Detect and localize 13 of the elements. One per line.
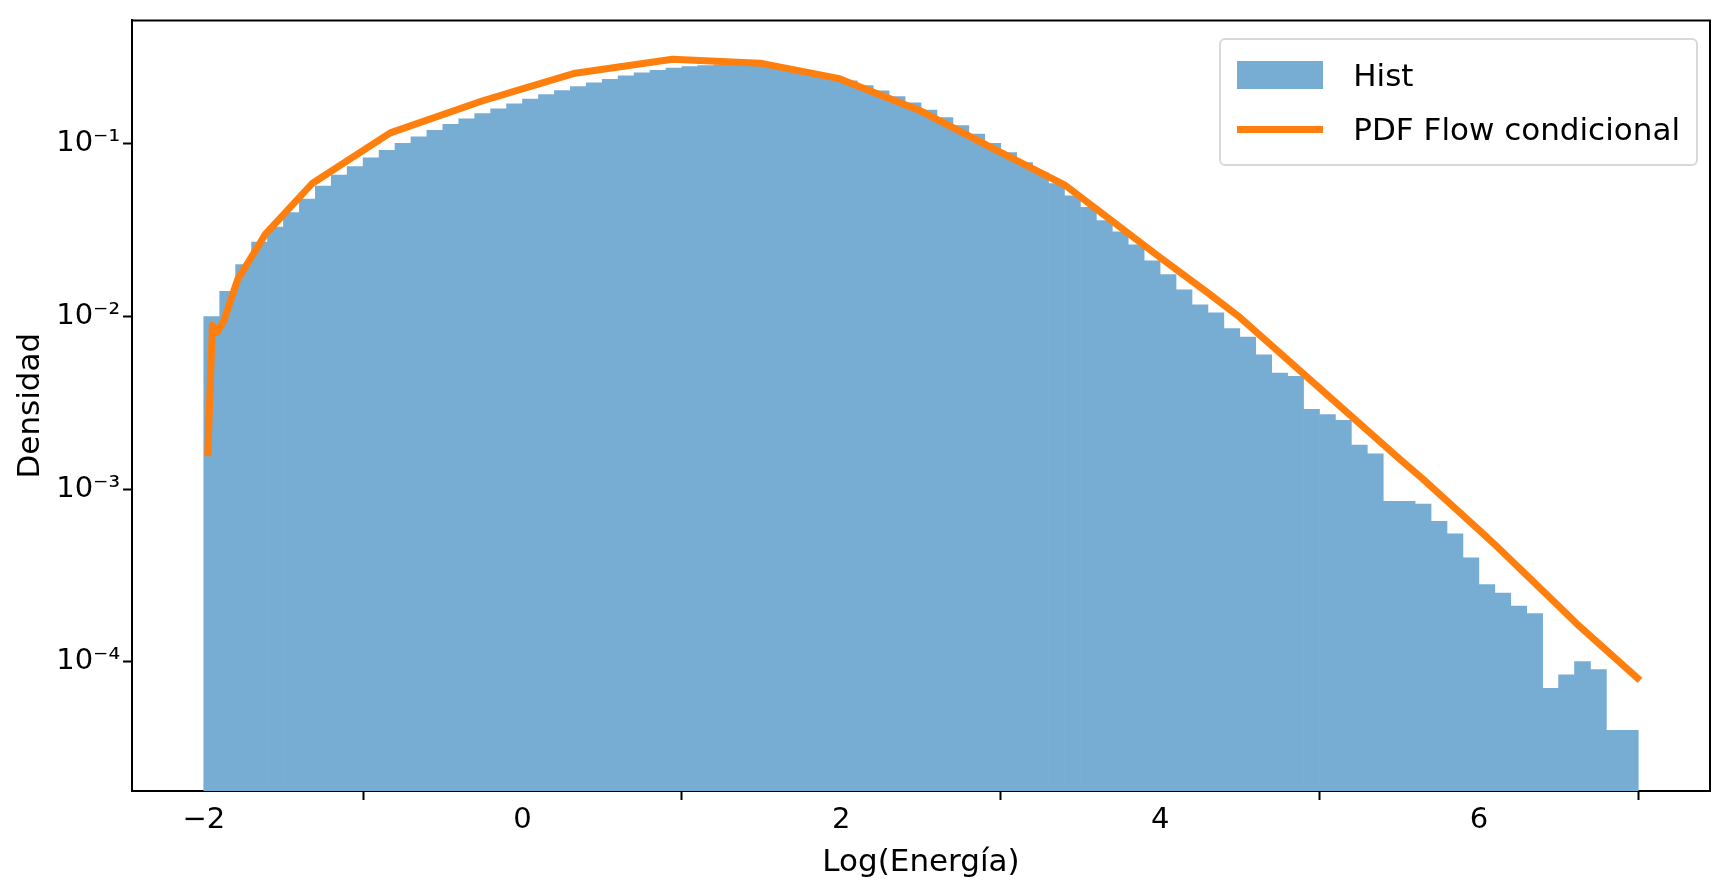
legend-label: Hist <box>1353 57 1414 94</box>
x-tick-label: 6 <box>1469 800 1489 835</box>
x-axis-title: Log(Energía) <box>822 842 1020 879</box>
x-tick-label: 0 <box>513 800 532 835</box>
x-tick-label: 2 <box>832 800 851 835</box>
x-tick-label: −2 <box>182 800 226 835</box>
y-tick-label: 10⁻⁴ <box>56 642 121 677</box>
y-tick-label: 10⁻² <box>56 297 121 332</box>
y-axis-title: Densidad <box>9 332 46 479</box>
x-tick-label: 4 <box>1150 800 1170 835</box>
y-tick-label: 10⁻³ <box>56 469 121 504</box>
y-tick-label: 10⁻¹ <box>56 124 121 159</box>
legend-label: PDF Flow condicional <box>1353 111 1680 148</box>
